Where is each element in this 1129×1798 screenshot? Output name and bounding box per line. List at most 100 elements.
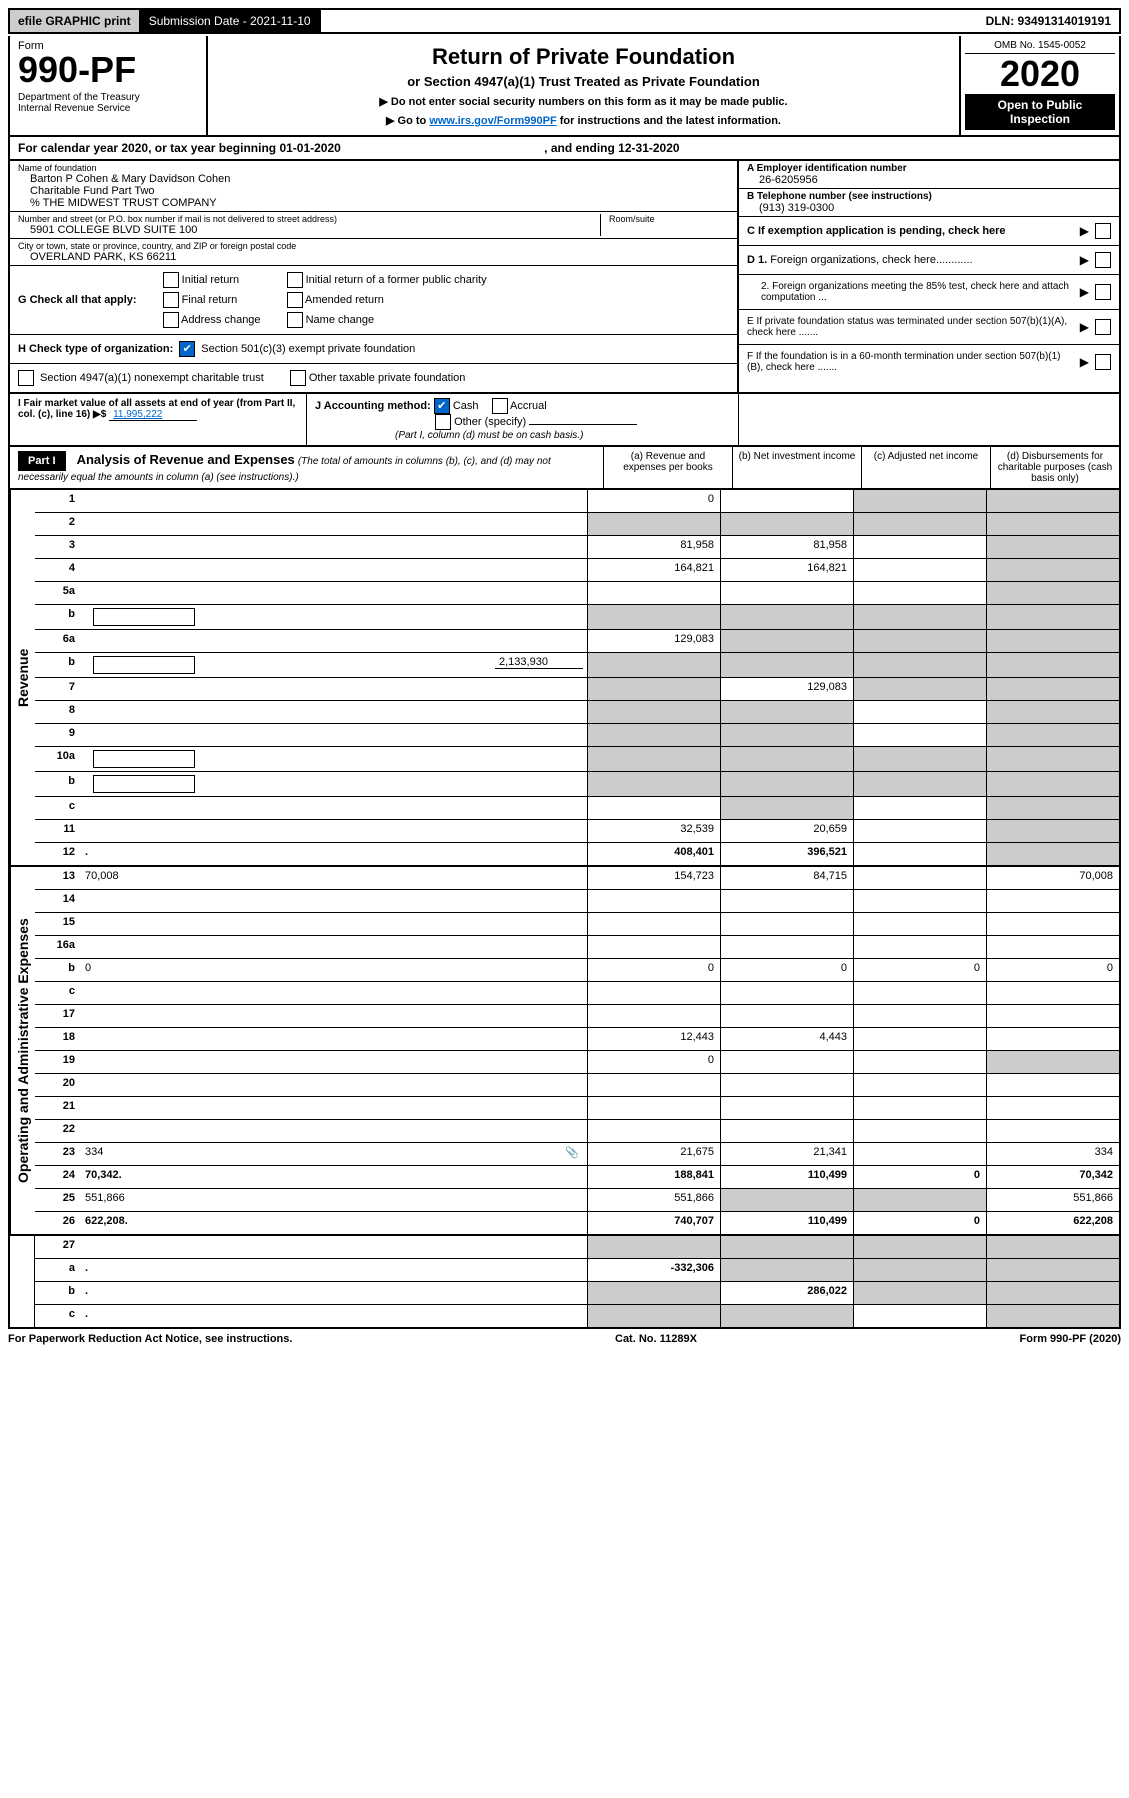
inline-value: 2,133,930 <box>495 656 583 669</box>
amount-cell-a: 154,723 <box>587 867 720 889</box>
summary-section: 27a.-332,306b.286,022c. <box>8 1236 1121 1329</box>
form990pf-link[interactable]: www.irs.gov/Form990PF <box>429 115 556 127</box>
amount-cell-c <box>853 820 986 842</box>
cb-foreign-org[interactable] <box>1095 252 1111 268</box>
inset-field[interactable] <box>93 775 195 793</box>
opt-501c3: Section 501(c)(3) exempt private foundat… <box>201 343 415 355</box>
a-label: A Employer identification number <box>747 163 1111 174</box>
amount-cell-a: -332,306 <box>587 1259 720 1281</box>
opt-address: Address change <box>181 314 261 326</box>
table-row: b <box>35 772 1119 797</box>
cb-60month[interactable] <box>1095 354 1111 370</box>
amount-cell-b: 84,715 <box>720 867 853 889</box>
inset-field[interactable] <box>93 608 195 626</box>
line-number: 19 <box>35 1051 81 1073</box>
h-row2: Section 4947(a)(1) nonexempt charitable … <box>10 364 737 392</box>
amount-cell-a <box>587 936 720 958</box>
cb-85pct[interactable] <box>1095 284 1111 300</box>
amount-cell-d <box>986 1005 1119 1027</box>
amount-cell-c <box>853 630 986 652</box>
foundation-name: Barton P Cohen & Mary Davidson Cohen Cha… <box>18 173 729 209</box>
amount-cell-d <box>986 536 1119 558</box>
amount-cell-a: 129,083 <box>587 630 720 652</box>
cb-initial-return[interactable] <box>163 272 179 288</box>
amount-cell-a <box>587 1305 720 1327</box>
table-row: 1132,53920,659 <box>35 820 1119 843</box>
instruction-ssn: ▶ Do not enter social security numbers o… <box>216 95 951 108</box>
submission-date: Submission Date - 2021-11-10 <box>141 10 321 32</box>
amount-cell-c <box>853 536 986 558</box>
cb-final-return[interactable] <box>163 292 179 308</box>
amount-cell-a: 164,821 <box>587 559 720 581</box>
line-number: b <box>35 959 81 981</box>
cb-501c3[interactable] <box>179 341 195 357</box>
summary-lines: 27a.-332,306b.286,022c. <box>35 1236 1119 1327</box>
table-row: 10a <box>35 747 1119 772</box>
line-number: 4 <box>35 559 81 581</box>
amount-cell-b <box>720 936 853 958</box>
form-number-box: Form 990-PF Department of the Treasury I… <box>10 36 208 135</box>
attachment-icon[interactable]: 📎 <box>565 1146 579 1159</box>
line-number: 13 <box>35 867 81 889</box>
cb-amended[interactable] <box>287 292 303 308</box>
cb-4947[interactable] <box>18 370 34 386</box>
table-row: b.286,022 <box>35 1282 1119 1305</box>
part1-title-cell: Part I Analysis of Revenue and Expenses … <box>10 447 603 488</box>
cb-cash[interactable] <box>434 398 450 414</box>
b-label: B Telephone number (see instructions) <box>747 191 1111 202</box>
line-description <box>81 982 587 1004</box>
line-number: 15 <box>35 913 81 935</box>
table-row: 16a <box>35 936 1119 959</box>
header-right: OMB No. 1545-0052 2020 Open to Public In… <box>961 36 1119 135</box>
amount-cell-d <box>986 701 1119 723</box>
line-number: 16a <box>35 936 81 958</box>
ein-cell: A Employer identification number 26-6205… <box>739 161 1119 189</box>
footer-center: Cat. No. 11289X <box>615 1333 697 1345</box>
amount-cell-d <box>986 982 1119 1004</box>
cb-name-change[interactable] <box>287 312 303 328</box>
inset-field[interactable] <box>93 656 195 674</box>
cb-status-terminated[interactable] <box>1095 319 1111 335</box>
amount-cell-b: 286,022 <box>720 1282 853 1304</box>
table-row: 6a129,083 <box>35 630 1119 653</box>
footer-left: For Paperwork Reduction Act Notice, see … <box>8 1333 292 1345</box>
amount-cell-a <box>587 1074 720 1096</box>
table-row: 21 <box>35 1097 1119 1120</box>
amount-cell-a <box>587 1120 720 1142</box>
cb-other-taxable[interactable] <box>290 370 306 386</box>
amount-cell-b <box>720 913 853 935</box>
line-description <box>81 1028 587 1050</box>
cb-initial-former[interactable] <box>287 272 303 288</box>
cb-address-change[interactable] <box>163 312 179 328</box>
expenses-vert-label: Operating and Administrative Expenses <box>10 867 35 1234</box>
table-row: 1812,4434,443 <box>35 1028 1119 1051</box>
amount-cell-a: 0 <box>587 1051 720 1073</box>
inset-field[interactable] <box>93 750 195 768</box>
other-specify-field[interactable] <box>529 424 637 425</box>
c-row: C If exemption application is pending, c… <box>739 217 1119 246</box>
d2-row: 2. Foreign organizations meeting the 85%… <box>739 275 1119 310</box>
amount-cell-b: 110,499 <box>720 1166 853 1188</box>
amount-cell-c <box>853 678 986 700</box>
table-row: 17 <box>35 1005 1119 1028</box>
line-description: . <box>81 1282 587 1304</box>
cb-exemption-pending[interactable] <box>1095 223 1111 239</box>
dept-treasury: Department of the Treasury Internal Reve… <box>18 92 198 114</box>
opt-amended: Amended return <box>305 294 384 306</box>
amount-cell-a <box>587 890 720 912</box>
opt-initial: Initial return <box>182 274 239 286</box>
amount-cell-a <box>587 653 720 677</box>
cb-accrual[interactable] <box>492 398 508 414</box>
amount-cell-d <box>986 513 1119 535</box>
line-number: 24 <box>35 1166 81 1188</box>
opt-accrual: Accrual <box>510 400 547 412</box>
amount-cell-d <box>986 678 1119 700</box>
efile-print-button[interactable]: efile GRAPHIC print <box>10 10 141 32</box>
amount-cell-b: 4,443 <box>720 1028 853 1050</box>
omb-number: OMB No. 1545-0052 <box>965 40 1115 54</box>
entity-grid: Name of foundation Barton P Cohen & Mary… <box>8 161 1121 394</box>
line-number: c <box>35 1305 81 1327</box>
amount-cell-d <box>986 1097 1119 1119</box>
cb-other-method[interactable] <box>435 414 451 430</box>
revenue-section: Revenue 102381,95881,9584164,821164,8215… <box>8 490 1121 867</box>
